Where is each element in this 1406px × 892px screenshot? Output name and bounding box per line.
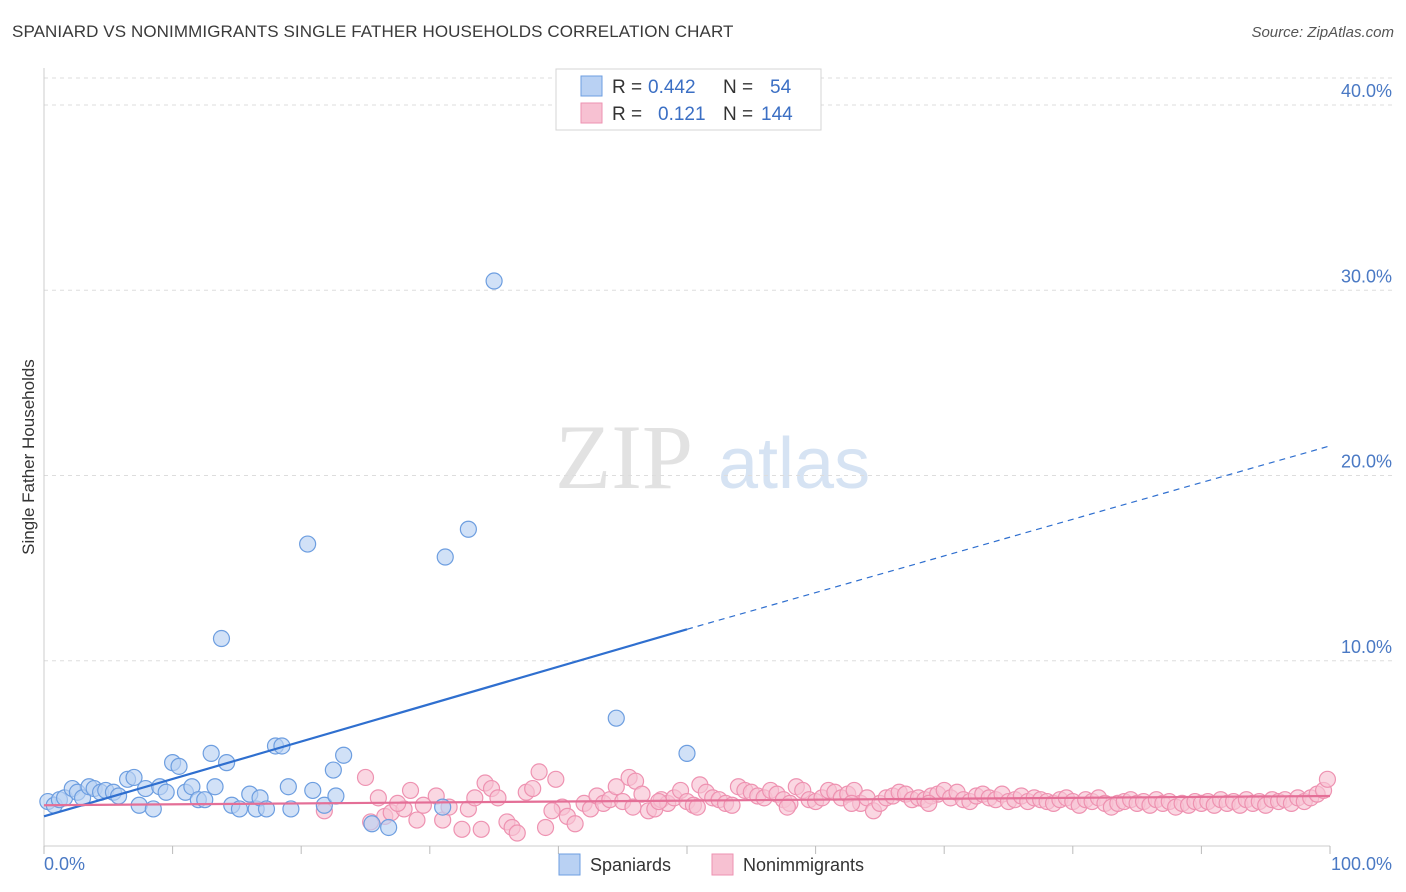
nonimmigrants-point: [547, 770, 565, 788]
y-axis-title: Single Father Households: [19, 359, 38, 555]
nonimmigrants-point: [472, 820, 490, 838]
y-tick-label-20: 20.0%: [1341, 452, 1392, 472]
watermark-zip: ZIP: [555, 406, 693, 508]
series-legend: Spaniards Nonimmigrants: [558, 853, 864, 876]
bottom-swatch-nonimmigrants: [711, 853, 734, 876]
legend-r-label-nonimmigrants: R =: [612, 104, 642, 125]
nonimmigrants-point: [1318, 770, 1337, 788]
spaniards-point: [327, 787, 345, 805]
nonimmigrants-point: [524, 779, 542, 798]
legend-r-value-spaniards: 0.442: [648, 77, 696, 98]
gridlines: [44, 77, 1392, 662]
nonimmigrants-point: [489, 789, 507, 807]
y-tick-label-10: 10.0%: [1341, 637, 1392, 657]
spaniards-point: [315, 796, 333, 814]
nonimmigrants-point: [466, 789, 484, 807]
legend-r-value-nonimmigrants: 0.121: [658, 104, 706, 125]
nonimmigrants-trend-line: [43, 794, 1331, 807]
spaniards-trend-extension: [686, 445, 1331, 630]
nonimmigrants-point: [843, 794, 861, 812]
bottom-swatch-spaniards: [558, 853, 581, 876]
nonimmigrants-point: [633, 785, 651, 803]
nonimmigrants-point: [508, 824, 526, 842]
nonimmigrants-point: [778, 798, 796, 816]
spaniards-point: [212, 629, 231, 648]
nonimmigrants-point: [414, 796, 432, 814]
nonimmigrants-point: [607, 778, 625, 796]
nonimmigrants-point: [408, 811, 426, 829]
source-label: Source: ZipAtlas.com: [1251, 24, 1394, 41]
spaniards-point: [363, 815, 381, 833]
watermark-atlas: atlas: [718, 424, 870, 504]
y-tick-labels: 10.0% 20.0% 30.0% 40.0%: [1341, 81, 1392, 657]
chart-title: SPANIARD VS NONIMMIGRANTS SINGLE FATHER …: [12, 22, 734, 41]
spaniards-point: [273, 737, 291, 755]
spaniards-point: [459, 520, 477, 538]
spaniards-point: [170, 757, 188, 775]
spaniards-point: [485, 272, 503, 290]
spaniards-point: [206, 778, 224, 796]
spaniards-point: [380, 818, 398, 837]
nonimmigrants-point: [688, 798, 706, 816]
spaniards-point: [257, 800, 276, 818]
spaniards-point: [335, 746, 353, 764]
nonimmigrants-point: [566, 815, 584, 833]
x-ticks: [43, 846, 1331, 854]
legend-n-label-spaniards: N =: [723, 77, 753, 98]
nonimmigrants-point: [536, 818, 555, 837]
spaniards-point: [607, 709, 625, 727]
spaniards-point: [125, 768, 143, 787]
spaniards-point: [202, 744, 220, 762]
spaniards-point: [157, 783, 175, 801]
spaniards-point: [196, 791, 214, 809]
nonimmigrants-point: [530, 763, 548, 781]
spaniards-trend-line: [43, 628, 688, 818]
legend-n-label-nonimmigrants: N =: [723, 104, 753, 125]
nonimmigrants-point: [453, 820, 471, 838]
spaniards-points: [39, 272, 696, 837]
nonimmigrants-point: [543, 802, 561, 820]
spaniards-point: [678, 744, 696, 762]
bottom-legend-nonimmigrants: Nonimmigrants: [743, 855, 864, 875]
nonimmigrants-point: [624, 798, 642, 816]
y-tick-label-30: 30.0%: [1341, 266, 1392, 286]
x-tick-label-100: 100.0%: [1331, 854, 1392, 874]
legend-swatch-spaniards: [580, 75, 603, 97]
spaniards-point: [304, 781, 322, 800]
legend-n-value-nonimmigrants: 144: [761, 104, 793, 125]
spaniards-point: [324, 761, 342, 779]
trend-lines: [43, 445, 1331, 818]
spaniards-point: [282, 800, 300, 818]
x-tick-label-0: 0.0%: [44, 854, 85, 874]
correlation-legend: R = 0.442 N = 54 R = 0.121 N = 144: [555, 68, 822, 131]
spaniards-point: [279, 778, 297, 796]
spaniards-point: [436, 548, 454, 566]
nonimmigrants-point: [356, 768, 375, 787]
legend-swatch-nonimmigrants: [580, 102, 603, 124]
nonimmigrants-point: [401, 781, 420, 800]
legend-n-value-spaniards: 54: [770, 77, 792, 98]
spaniards-point: [299, 535, 317, 553]
bottom-legend-spaniards: Spaniards: [590, 855, 671, 875]
legend-r-label-spaniards: R =: [612, 77, 642, 98]
y-tick-label-40: 40.0%: [1341, 81, 1392, 101]
